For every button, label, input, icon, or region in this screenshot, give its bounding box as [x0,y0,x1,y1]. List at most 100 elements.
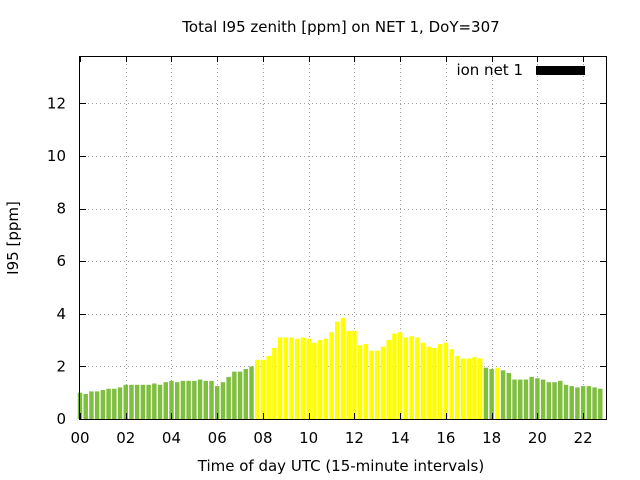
bar [152,383,157,419]
y-tick-label: 4 [56,305,66,323]
x-axis-tick-labels: 00 02 04 06 08 10 12 14 16 18 20 22 [70,429,592,447]
bar [443,342,449,419]
bar [226,376,231,419]
bar [483,367,489,419]
bar [157,384,163,419]
bar [477,358,483,419]
bar [129,384,134,419]
x-axis-title: Time of day UTC (15-minute intervals) [197,457,484,475]
bar [214,386,220,419]
bar [375,350,380,419]
y-tick-label: 8 [56,200,66,218]
ticks [80,56,606,420]
legend: ion net 1 [456,61,585,79]
chart-title: Total I95 zenith [ppm] on NET 1, DoY=307 [181,18,499,36]
bar [392,333,397,419]
bar [420,342,426,419]
plot-frame [79,56,607,420]
bar [140,384,146,419]
x-tick-label: 14 [391,429,410,447]
bar [580,386,586,419]
x-tick-label: 20 [528,429,547,447]
bar [575,387,580,419]
bar [529,376,534,419]
bar [500,370,506,419]
bar [558,380,563,419]
bar [495,367,500,419]
bar [403,337,409,419]
bar [335,321,340,419]
x-tick-label: 08 [253,429,272,447]
y-tick-label: 0 [56,410,66,428]
bar [352,330,357,419]
bar [295,338,300,419]
bar [346,330,351,419]
x-tick-label: 18 [482,429,501,447]
bar [460,358,466,419]
bar [540,379,546,419]
bar [415,337,420,419]
bar [112,388,117,419]
grid [80,56,606,419]
bar [83,394,88,419]
bar [546,382,552,419]
bar [117,387,123,419]
bar [363,344,369,419]
bar [340,317,346,419]
y-tick-label: 2 [56,357,66,375]
y-tick-label: 10 [47,147,66,165]
bar [266,355,271,419]
bar [489,369,494,419]
bar [100,390,106,419]
bar [586,386,592,419]
bar [397,332,403,419]
bar [306,338,311,419]
bar [220,382,226,419]
bar [323,338,329,419]
x-tick-label: 04 [162,429,181,447]
bar [249,366,254,419]
x-tick-label: 00 [70,429,89,447]
bar [197,379,203,419]
bar [518,379,523,419]
bar [192,380,197,419]
bar [437,344,443,419]
bar [409,336,414,419]
bar [380,346,386,419]
bar [455,355,460,419]
bar [272,347,277,419]
bar [563,384,569,419]
bar [312,342,317,419]
bar [466,358,472,419]
bar [169,380,174,419]
y-axis-tick-labels: 0 2 4 6 8 10 12 [47,94,66,428]
bar [592,387,597,419]
bar [203,380,209,419]
y-axis-title: I95 [ppm] [4,201,22,275]
bar [432,347,437,419]
bar [449,349,454,419]
bar [209,380,214,419]
x-tick-label: 06 [208,429,227,447]
bar [386,340,391,419]
bar [146,384,151,419]
legend-label: ion net 1 [456,61,523,79]
bar [174,382,180,419]
bar [357,345,363,419]
bar [523,379,529,419]
x-tick-label: 22 [574,429,593,447]
bar [300,337,306,419]
bar [255,359,260,419]
bar [94,391,100,419]
bar [598,388,603,419]
bar [535,378,540,419]
bar [369,350,374,419]
bar [329,332,334,419]
bar [289,337,294,419]
bar [243,369,249,419]
x-tick-label: 10 [299,429,318,447]
bar [237,371,243,419]
bar [89,391,94,419]
bars [77,317,603,419]
bar [260,359,266,419]
